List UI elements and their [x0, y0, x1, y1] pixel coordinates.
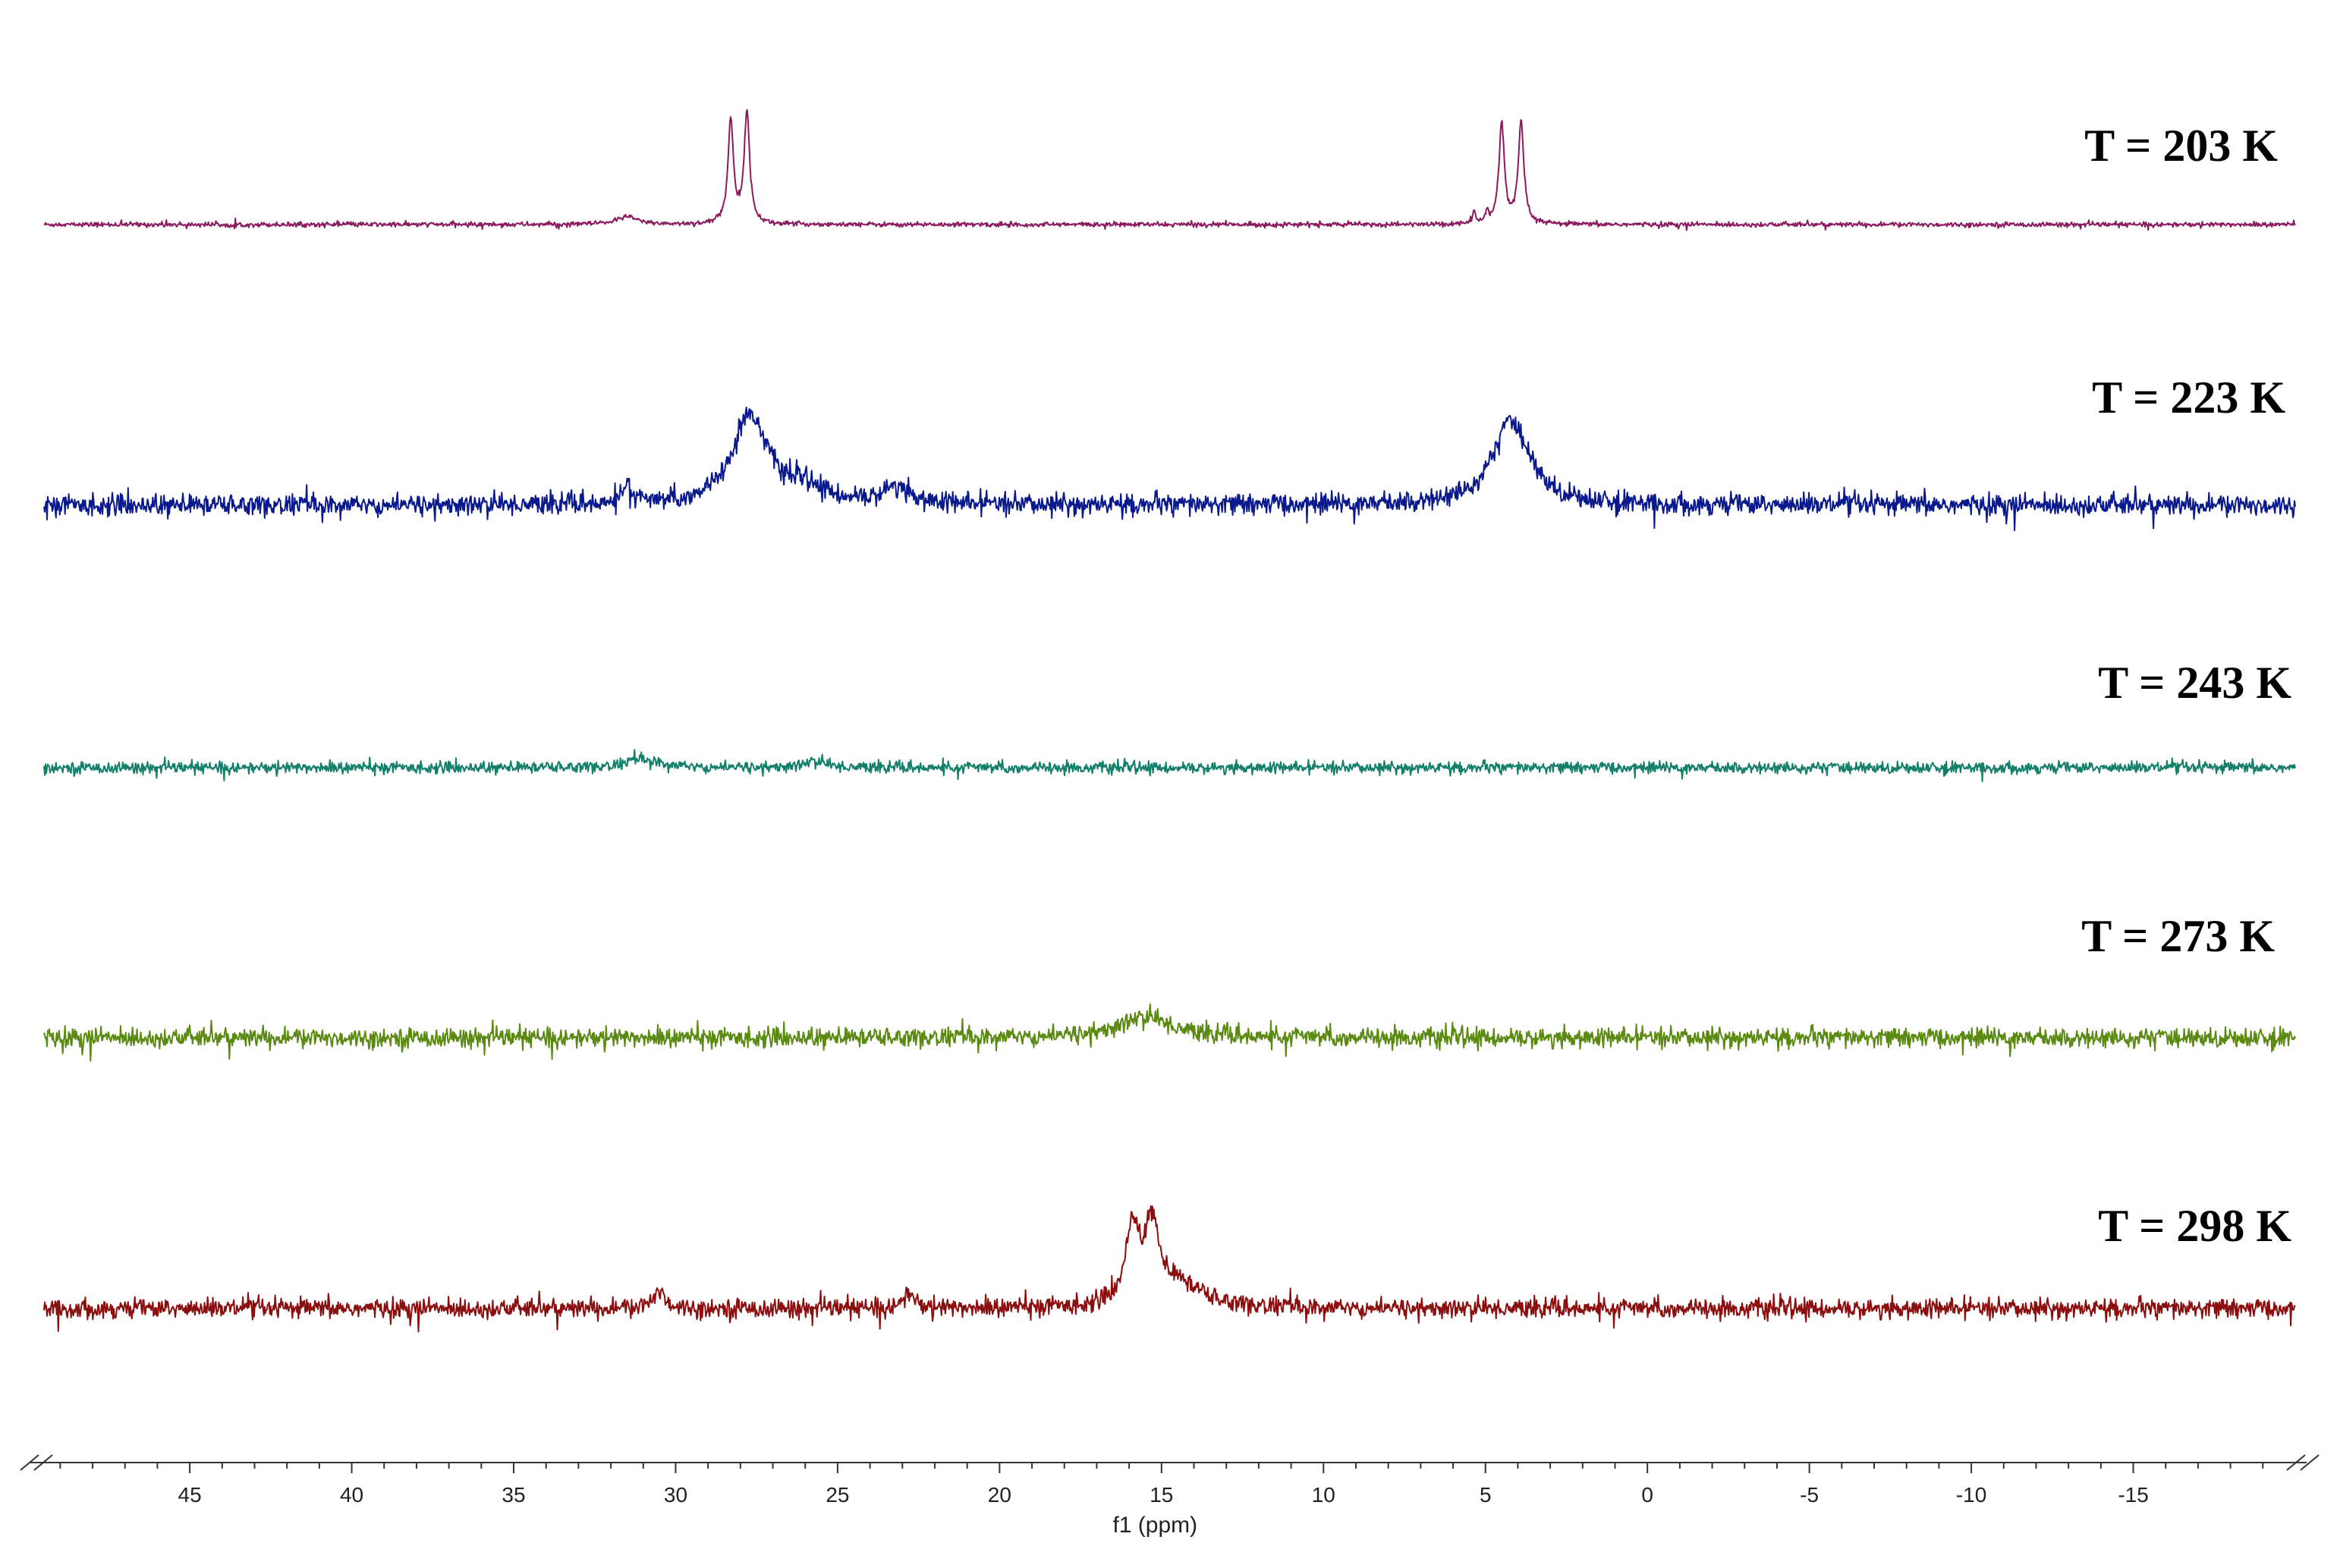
- temperature-labels: T = 203 K T = 223 K T = 243 K T = 273 K T = …: [2081, 121, 2291, 1251]
- tick-label: 15: [1150, 1483, 1173, 1507]
- tick-label: 45: [178, 1483, 202, 1507]
- axis-break-right-mark-2: [2300, 1454, 2320, 1471]
- axis-break-right-mark-1: [2286, 1454, 2306, 1471]
- temperature-label-4: T = 273 K: [2081, 911, 2275, 961]
- axis-break-right: [2286, 1454, 2320, 1471]
- spectra-traces: [43, 108, 2296, 1333]
- temperature-label-1: T = 203 K: [2084, 121, 2278, 171]
- tick-label: 0: [1641, 1483, 1653, 1507]
- axis-break-left: [20, 1454, 53, 1471]
- temperature-label-2: T = 223 K: [2092, 372, 2285, 423]
- temperature-label-5: T = 298 K: [2098, 1201, 2291, 1251]
- tick-label: 5: [1480, 1483, 1492, 1507]
- spectrum-line-5: [43, 1205, 2296, 1333]
- spectrum-line-2: [43, 407, 2296, 532]
- spectrum-line-1: [43, 108, 2296, 231]
- tick-label: 20: [988, 1483, 1011, 1507]
- axis-break-left-mark-1: [20, 1454, 39, 1471]
- x-axis-tick-labels: 45 40 35 30 25 20 15 10 5 0 -5 -10 -15: [178, 1483, 2149, 1507]
- temperature-label-3: T = 243 K: [2098, 658, 2291, 708]
- tick-label: -15: [2118, 1483, 2148, 1507]
- x-axis-title: f1 (ppm): [1112, 1513, 1197, 1538]
- tick-label: -10: [1956, 1483, 1986, 1507]
- tick-label: 40: [340, 1483, 363, 1507]
- tick-label: 25: [826, 1483, 849, 1507]
- tick-label: 35: [502, 1483, 525, 1507]
- spectrum-line-4: [43, 1003, 2296, 1062]
- axis-break-left-mark-2: [33, 1454, 53, 1471]
- x-axis-ticks: [59, 1463, 2264, 1473]
- tick-label: -5: [1800, 1483, 1819, 1507]
- x-axis: 45 40 35 30 25 20 15 10 5 0 -5 -10 -15 f1 (ppm): [20, 1454, 2320, 1538]
- tick-label: 10: [1312, 1483, 1335, 1507]
- spectrum-line-3: [43, 749, 2296, 782]
- tick-label: 30: [664, 1483, 687, 1507]
